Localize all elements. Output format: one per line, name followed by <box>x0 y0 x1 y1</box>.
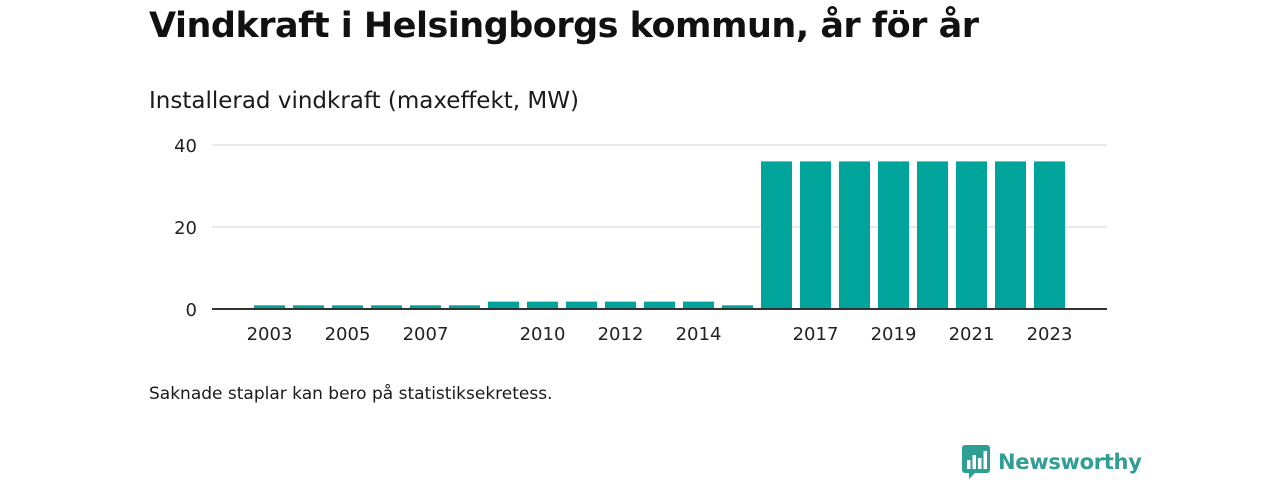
y-tick-label: 20 <box>174 218 197 239</box>
x-tick-label: 2010 <box>520 324 566 345</box>
bar-chart-speech-bubble-icon <box>962 445 990 479</box>
brand-logo[interactable]: Newsworthy <box>962 445 1142 479</box>
chart-subtitle: Installerad vindkraft (maxeffekt, MW) <box>149 88 579 114</box>
bar-2017[interactable] <box>800 161 831 309</box>
bar-2023[interactable] <box>1034 161 1065 309</box>
bar-2010[interactable] <box>527 301 558 309</box>
bar-2009[interactable] <box>488 301 519 309</box>
x-tick-label: 2007 <box>403 324 449 345</box>
x-tick-label: 2012 <box>598 324 644 345</box>
bar-2021[interactable] <box>956 161 987 309</box>
bar-2019[interactable] <box>878 161 909 309</box>
bar-2014[interactable] <box>683 301 714 309</box>
bar-2003[interactable] <box>254 305 285 309</box>
bar-2007[interactable] <box>410 305 441 309</box>
bars <box>254 161 1065 309</box>
bar-2015[interactable] <box>722 305 753 309</box>
x-tick-label: 2023 <box>1027 324 1073 345</box>
brand-name: Newsworthy <box>998 450 1142 474</box>
bar-2011[interactable] <box>566 301 597 309</box>
x-tick-label: 2005 <box>325 324 371 345</box>
bar-2018[interactable] <box>839 161 870 309</box>
bar-2020[interactable] <box>917 161 948 309</box>
bar-2013[interactable] <box>644 301 675 309</box>
x-tick-labels: 2003 2005 2007 2010 2012 2014 2017 2019 2021 2023 <box>247 324 1073 345</box>
bar-2006[interactable] <box>371 305 402 309</box>
y-tick-label: 40 <box>174 136 197 157</box>
bar-2004[interactable] <box>293 305 324 309</box>
bar-2012[interactable] <box>605 301 636 309</box>
x-tick-label: 2017 <box>793 324 839 345</box>
footnote: Saknade staplar kan bero på statistiksek… <box>149 384 553 404</box>
bar-2022[interactable] <box>995 161 1026 309</box>
bar-2005[interactable] <box>332 305 363 309</box>
y-tick-label: 0 <box>186 300 197 321</box>
x-tick-label: 2019 <box>871 324 917 345</box>
x-tick-label: 2014 <box>676 324 722 345</box>
bar-2008[interactable] <box>449 305 480 309</box>
bar-2016[interactable] <box>761 161 792 309</box>
x-tick-label: 2021 <box>949 324 995 345</box>
x-tick-label: 2003 <box>247 324 293 345</box>
chart-title: Vindkraft i Helsingborgs kommun, år för … <box>149 6 979 46</box>
y-tick-labels: 0 20 40 <box>174 136 197 321</box>
